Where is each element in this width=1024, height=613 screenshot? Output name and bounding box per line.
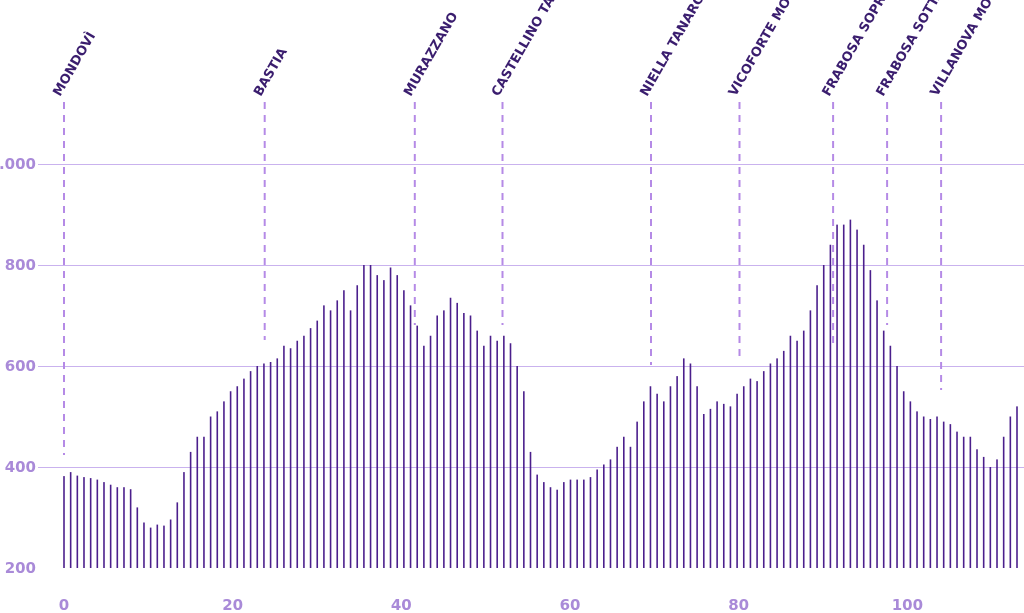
y-tick-label: 1.000 (0, 155, 36, 173)
y-tick-label: 200 (5, 559, 36, 577)
x-tick-label: 80 (728, 596, 749, 613)
elevation-bars (63, 219, 1018, 568)
y-axis-ticks: 200 400 600 800 1.000 (0, 155, 36, 577)
x-tick-label: 20 (222, 596, 243, 613)
x-tick-label: 40 (391, 596, 412, 613)
gridlines (38, 164, 1024, 468)
y-tick-label: 400 (5, 458, 36, 476)
town-label: MONDOVÌ (50, 29, 99, 99)
y-tick-label: 600 (5, 357, 36, 375)
town-label: VICOFORTE MONDOVÌ (725, 0, 818, 99)
town-label: BASTIA (251, 46, 291, 99)
x-tick-label: 0 (59, 596, 69, 613)
town-label: VILLANOVA MONDOVÌ (927, 0, 1020, 99)
x-tick-label: 60 (560, 596, 581, 613)
town-markers: MONDOVÌ BASTIA MURAZZANO CASTELLINO TANARO N… (50, 0, 1020, 455)
town-label: CASTELLINO TANARO (489, 0, 579, 99)
y-tick-label: 800 (5, 256, 36, 274)
x-tick-label: 100 (892, 596, 923, 613)
x-axis-ticks: 0 20 40 60 80 100 (59, 596, 923, 613)
town-label: MURAZZANO (401, 10, 461, 99)
town-label: NIELLA TANARO (637, 0, 708, 99)
